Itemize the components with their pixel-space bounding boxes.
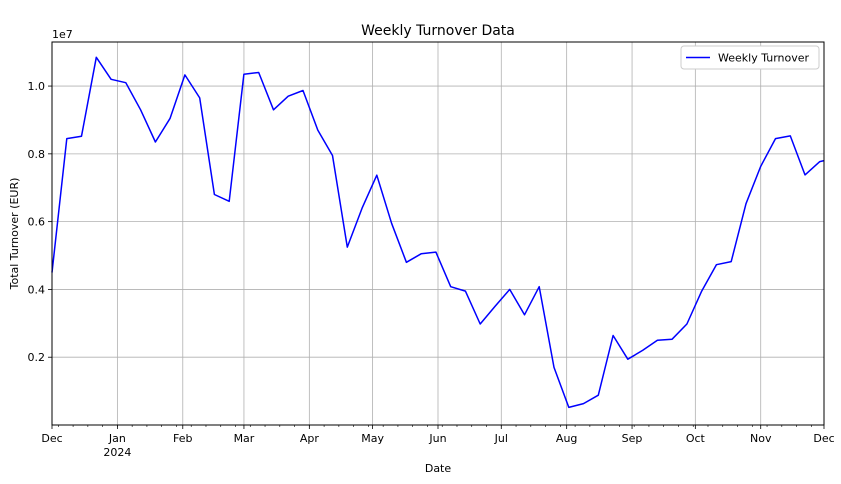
x-axis-label: Date [425,462,452,475]
x-tick-label: Mar [234,432,255,445]
x-tick-label: Apr [300,432,320,445]
y-tick-label: 0.2 [28,351,46,364]
legend-label: Weekly Turnover [718,52,810,65]
y-tick-label: 0.8 [28,148,46,161]
chart-title: Weekly Turnover Data [361,23,515,39]
legend-box [680,45,820,70]
x-tick-label: May [361,432,384,445]
x-tick-label: Dec [41,432,62,445]
x-tick-label: Jan [108,432,126,445]
y-tick-label: 0.4 [28,283,46,296]
plot-area-frame [51,41,825,426]
x-tick-label: Feb [173,432,192,445]
y-tick-label: 0.6 [28,216,46,229]
x-tick-year-label: 2024 [103,446,131,459]
x-tick-label: Oct [686,432,706,445]
y-axis-ticks: 0.2 0.4 0.6 0.8 1.0 [28,80,52,364]
x-tick-label: Jun [428,432,446,445]
series-group [51,56,825,409]
x-tick-label: Jul [494,432,508,445]
y-tick-label: 1.0 [28,80,46,93]
x-tick-label: Aug [556,432,577,445]
legend: Weekly Turnover [680,45,820,70]
y-offset-label: 1e7 [52,28,73,41]
grid-lines [51,42,825,425]
x-tick-label: Nov [750,432,772,445]
x-tick-label: Dec [813,432,834,445]
series-line-weekly-turnover [51,56,825,409]
x-tick-label: Sep [622,432,643,445]
y-axis-label: Total Turnover (EUR) [8,178,21,291]
